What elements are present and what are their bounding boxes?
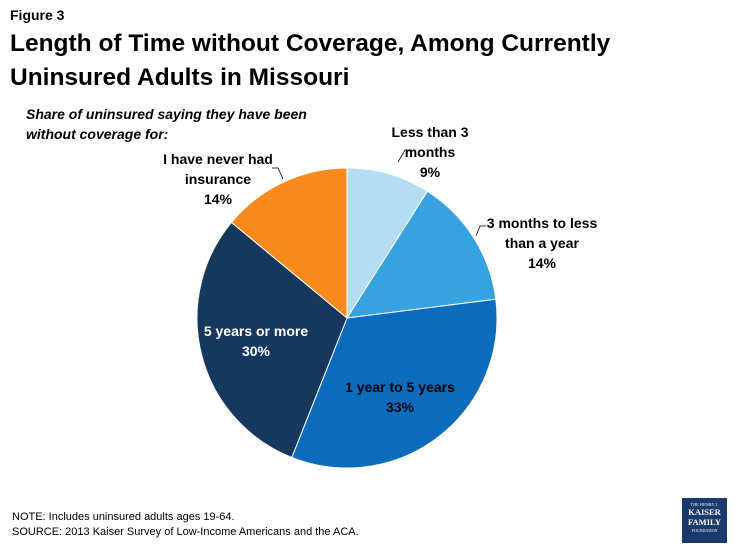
kff-logo: THE HENRY J. KAISER FAMILY FOUNDATION — [682, 498, 727, 543]
slice-value-label: 14% — [528, 255, 557, 271]
footer-notes: NOTE: Includes uninsured adults ages 19-… — [12, 510, 359, 540]
slice-label: 3 months to less than a year 14% — [487, 215, 598, 271]
logo-line4: FOUNDATION — [691, 528, 718, 533]
leader-line — [272, 167, 284, 180]
logo-line2: KAISER — [688, 507, 721, 517]
chart-title: Length of Time without Coverage, Among C… — [10, 30, 611, 91]
slice-value-label: 33% — [386, 399, 415, 415]
slice-category-label: than a year — [505, 235, 579, 251]
footer-note: NOTE: Includes uninsured adults ages 19-… — [12, 511, 235, 523]
leader-line — [475, 225, 486, 237]
slice-value-label: 30% — [242, 343, 271, 359]
slice-category-label: 1 year to 5 years — [345, 379, 455, 395]
pie-slice — [346, 190, 497, 319]
slice-label: 5 years or more 30% — [204, 323, 308, 359]
slice-value-label: 9% — [420, 164, 441, 180]
slice-label: Less than 3 months 9% — [391, 124, 468, 180]
leader-line — [397, 149, 412, 163]
logo-line1: THE HENRY J. — [690, 502, 719, 507]
chart-subtitle: Share of uninsured saying they have been… — [26, 106, 307, 142]
slice-category-label: months — [405, 144, 456, 160]
slice-label: I have never had insurance 14% — [163, 151, 273, 207]
footer-source: SOURCE: 2013 Kaiser Survey of Low-Income… — [12, 526, 359, 538]
pie-slice — [346, 167, 429, 320]
pie-slice — [230, 167, 348, 320]
figure-label: Figure 3 — [10, 7, 65, 23]
slice-value-label: 14% — [204, 191, 233, 207]
pie-slice — [291, 298, 498, 469]
slice-category-label: 3 months to less — [487, 215, 598, 231]
pie-chart: Less than 3 months 9% 3 months to less than … — [163, 124, 598, 469]
slice-category-label: Less than 3 — [391, 124, 468, 140]
logo-line3: FAMILY — [687, 517, 722, 527]
slice-label: 1 year to 5 years 33% — [345, 379, 455, 415]
slice-category-label: 5 years or more — [204, 323, 308, 339]
pie-slice — [196, 221, 348, 459]
slice-category-label: insurance — [185, 171, 251, 187]
slice-category-label: I have never had — [163, 151, 273, 167]
